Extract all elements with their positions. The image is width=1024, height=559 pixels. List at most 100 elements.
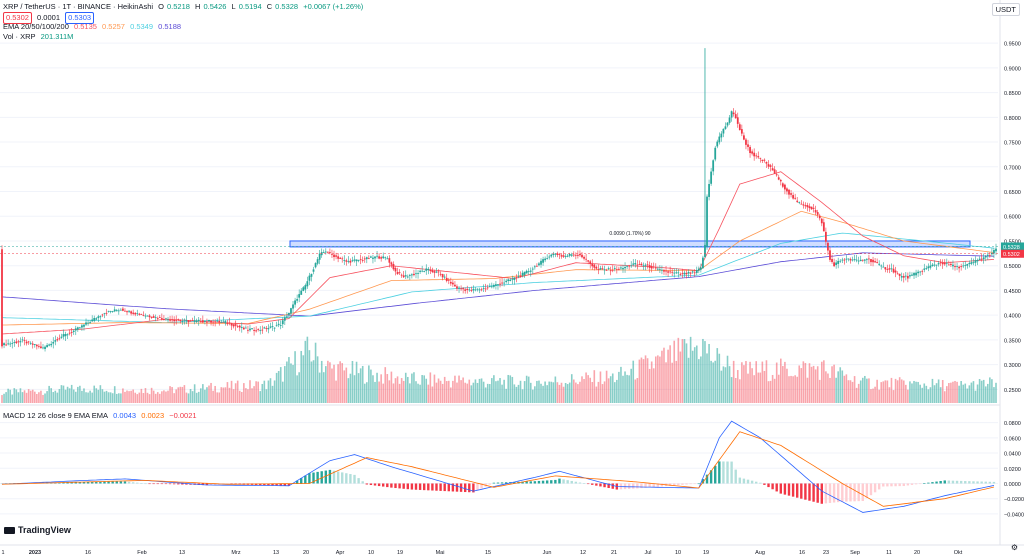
macd-histogram-bar (935, 481, 938, 484)
volume-bar (769, 380, 772, 403)
macd-histogram-bar (988, 481, 992, 484)
volume-bar (277, 371, 280, 403)
volume-bar (691, 350, 694, 403)
macd-histogram-bar (99, 481, 102, 484)
volume-bar (706, 353, 708, 403)
volume-bar (505, 388, 507, 403)
volume-bar (48, 385, 50, 403)
volume-bar (118, 393, 120, 403)
macd-legend[interactable]: MACD 12 26 close 9 EMA EMA 0.0043 0.0023… (3, 411, 200, 421)
volume-bar (611, 373, 614, 403)
volume-bar (544, 381, 546, 403)
candle-body (103, 313, 106, 315)
candle-body (347, 260, 350, 262)
macd-histogram-bar (828, 483, 832, 503)
candle-body (27, 341, 30, 343)
candle-body (185, 320, 188, 321)
measure-annotation: 0.0090 (1.70%) 90 (609, 231, 650, 237)
candle-body (554, 253, 557, 255)
macd-tick-label: −0.0400 (1004, 512, 1024, 518)
volume-bar (214, 385, 216, 403)
macd-histogram-bar (463, 483, 467, 493)
volume-bar (292, 364, 294, 403)
volume-bar (851, 381, 854, 403)
volume-bar (378, 381, 380, 403)
candle-body (962, 265, 965, 267)
volume-bar (1, 395, 3, 403)
volume-bar (386, 374, 389, 403)
volume-bar (450, 387, 452, 403)
volume-bar (782, 366, 784, 403)
candle-body (683, 272, 686, 275)
volume-bar (648, 368, 651, 403)
macd-histogram-bar (341, 472, 344, 484)
volume-bar (181, 386, 184, 403)
candle-body (218, 320, 221, 323)
candle-body (388, 258, 391, 263)
sell-price-button[interactable]: 0.5302 (3, 12, 32, 24)
volume-bar (413, 372, 415, 403)
candle-body (208, 319, 210, 322)
candle-body (443, 276, 446, 278)
macd-histogram-bar (386, 483, 389, 488)
volume-bar (849, 380, 852, 403)
volume-bar (238, 390, 241, 403)
volume-bar (191, 391, 194, 403)
volume-bar (790, 375, 792, 403)
histogram-value: −0.0021 (169, 411, 197, 420)
signal-line (1, 431, 995, 507)
candle-body (480, 289, 483, 291)
currency-button[interactable]: USDT (991, 3, 1020, 16)
volume-bar (70, 384, 73, 403)
volume-bar (503, 379, 505, 403)
candle-body (117, 310, 120, 312)
volume-bar (357, 373, 360, 403)
candle-body (607, 268, 610, 270)
candle-body (835, 262, 838, 265)
ema-legend[interactable]: EMA 20/50/100/200 0.5135 0.5257 0.5349 0… (3, 22, 184, 32)
volume-bar (452, 380, 454, 403)
macd-histogram-bar (136, 482, 139, 484)
volume-bar (335, 380, 337, 403)
macd-histogram-bar (693, 483, 696, 485)
candle-body (540, 260, 542, 265)
macd-histogram-bar (103, 481, 106, 484)
macd-histogram-bar (627, 483, 631, 489)
volume-bar (175, 389, 178, 403)
candle-body (929, 265, 932, 268)
volume-bar (730, 377, 733, 403)
volume-bar (695, 345, 698, 403)
macd-label: MACD 12 26 close 9 EMA EMA (3, 411, 109, 420)
candle-body (160, 318, 163, 320)
volume-bar (517, 384, 520, 403)
volume-legend[interactable]: Vol · XRP 201.311M (3, 32, 76, 42)
volume-bar (126, 390, 128, 403)
candle-body (326, 251, 329, 253)
volume-bar (347, 378, 350, 403)
candle-body (915, 272, 917, 276)
candle-body (585, 258, 588, 260)
candle-body (579, 253, 581, 256)
time-tick-label: 10 (368, 550, 374, 556)
volume-bar (804, 362, 807, 403)
macd-histogram-bar (345, 473, 348, 484)
candle-body (882, 266, 885, 268)
candle-body (880, 265, 883, 267)
candle-body (312, 269, 315, 272)
gear-icon[interactable]: ⚙ (1010, 543, 1018, 552)
candle-body (712, 160, 715, 172)
candle-body (376, 255, 378, 257)
candle-body (242, 327, 245, 330)
buy-price-button[interactable]: 0.5303 (65, 12, 95, 24)
volume-bar (351, 360, 354, 403)
candle-body (277, 323, 280, 325)
volume-bar (529, 382, 532, 403)
volume-bar (956, 381, 958, 403)
volume-bar (685, 343, 688, 403)
macd-histogram-bar (591, 483, 594, 485)
volume-bar (902, 380, 905, 403)
candle-body (829, 250, 831, 260)
candle-body (644, 264, 647, 266)
